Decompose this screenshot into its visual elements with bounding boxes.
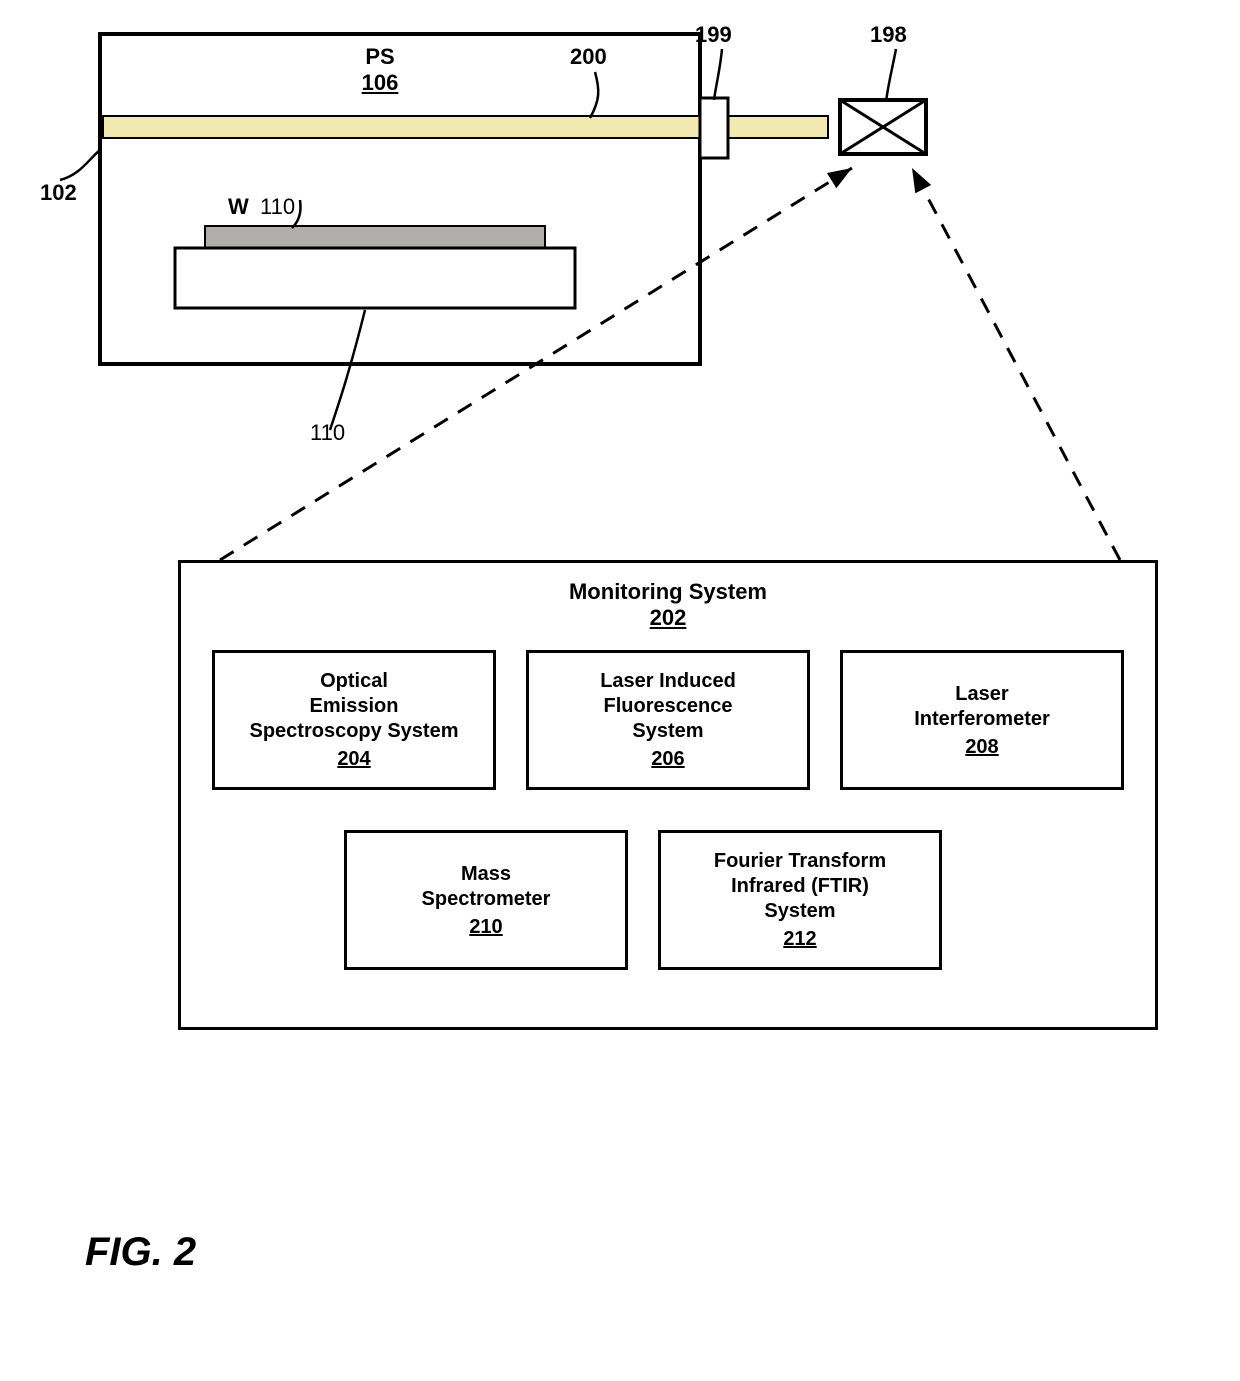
subsystem-box: Fourier TransformInfrared (FTIR)System 21… <box>658 830 942 970</box>
subsystem-ref: 212 <box>783 928 816 951</box>
subsystem-box: OpticalEmissionSpectroscopy System 204 <box>212 650 496 790</box>
subsystem-box: LaserInterferometer 208 <box>840 650 1124 790</box>
monitoring-title: Monitoring System <box>181 579 1155 605</box>
ps-label-block: PS 106 <box>340 44 420 96</box>
subsystem-title: Laser InducedFluorescenceSystem <box>600 669 736 744</box>
ps-ref: 106 <box>340 70 420 96</box>
subsystem-ref: 210 <box>469 916 502 939</box>
subsystem-box: Laser InducedFluorescenceSystem 206 <box>526 650 810 790</box>
monitoring-ref: 202 <box>181 605 1155 631</box>
figure-label: FIG. 2 <box>85 1230 196 1275</box>
subsystem-box: MassSpectrometer 210 <box>344 830 628 970</box>
ref-198: 198 <box>870 22 907 48</box>
subsystem-title: MassSpectrometer <box>422 862 551 912</box>
subsystem-title: OpticalEmissionSpectroscopy System <box>250 669 459 744</box>
ref-199: 199 <box>695 22 732 48</box>
wafer-ref-top: 110 <box>260 194 295 220</box>
wafer-label: W <box>228 194 249 220</box>
subsystem-title: LaserInterferometer <box>914 682 1050 732</box>
ps-label: PS <box>340 44 420 70</box>
subsystem-ref: 208 <box>965 736 998 759</box>
subsystem-title: Fourier TransformInfrared (FTIR)System <box>714 849 886 924</box>
monitoring-title-block: Monitoring System 202 <box>181 563 1155 631</box>
subsystem-ref: 204 <box>337 748 370 771</box>
ref-200: 200 <box>570 44 607 70</box>
ref-102: 102 <box>40 180 77 206</box>
subsystem-ref: 206 <box>651 748 684 771</box>
pedestal-ref: 110 <box>310 420 345 446</box>
